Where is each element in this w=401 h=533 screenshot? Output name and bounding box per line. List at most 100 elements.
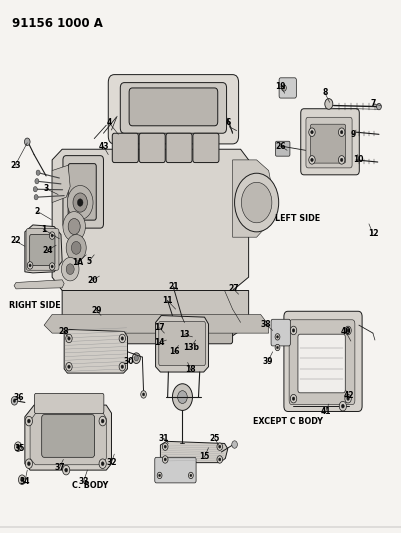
Circle shape <box>325 99 333 109</box>
Circle shape <box>29 264 31 267</box>
Circle shape <box>241 182 272 223</box>
FancyBboxPatch shape <box>301 109 359 175</box>
Circle shape <box>68 365 70 368</box>
Circle shape <box>275 344 280 351</box>
Text: 25: 25 <box>209 434 220 442</box>
Circle shape <box>142 393 145 396</box>
Text: RIGHT SIDE: RIGHT SIDE <box>9 301 61 310</box>
Circle shape <box>66 235 86 261</box>
Circle shape <box>14 442 22 451</box>
Text: 27: 27 <box>228 285 239 293</box>
Circle shape <box>77 199 83 206</box>
Text: 2: 2 <box>34 207 40 215</box>
Text: 43: 43 <box>98 142 109 150</box>
Text: 1A: 1A <box>73 258 84 266</box>
Polygon shape <box>14 280 64 289</box>
Text: 13b: 13b <box>183 343 199 352</box>
Circle shape <box>66 362 72 371</box>
FancyBboxPatch shape <box>112 133 138 163</box>
Text: EXCEPT C BODY: EXCEPT C BODY <box>253 417 323 426</box>
Circle shape <box>134 356 138 361</box>
Circle shape <box>18 475 26 484</box>
Circle shape <box>63 212 85 241</box>
Text: 11: 11 <box>162 296 173 305</box>
Circle shape <box>141 391 146 398</box>
Circle shape <box>101 419 104 423</box>
Circle shape <box>190 474 192 477</box>
Text: 29: 29 <box>91 306 101 314</box>
Polygon shape <box>160 441 228 463</box>
Circle shape <box>162 456 168 463</box>
Text: LEFT SIDE: LEFT SIDE <box>275 214 320 223</box>
Circle shape <box>63 465 70 475</box>
FancyBboxPatch shape <box>284 311 362 411</box>
FancyBboxPatch shape <box>139 133 165 163</box>
Polygon shape <box>52 165 70 203</box>
Circle shape <box>217 456 223 463</box>
Circle shape <box>13 399 16 402</box>
Text: 19: 19 <box>275 82 286 91</box>
FancyBboxPatch shape <box>271 319 290 346</box>
Text: 13: 13 <box>179 330 190 339</box>
FancyBboxPatch shape <box>159 321 205 366</box>
Circle shape <box>65 468 68 472</box>
Circle shape <box>232 441 237 448</box>
Circle shape <box>219 445 221 448</box>
Circle shape <box>27 262 33 269</box>
FancyBboxPatch shape <box>26 229 59 270</box>
Circle shape <box>290 394 297 403</box>
Circle shape <box>71 241 81 254</box>
Polygon shape <box>30 411 106 465</box>
Circle shape <box>119 334 126 343</box>
Polygon shape <box>44 314 269 333</box>
FancyBboxPatch shape <box>120 83 227 133</box>
Text: 8: 8 <box>322 88 328 97</box>
FancyBboxPatch shape <box>68 164 96 220</box>
Text: 20: 20 <box>87 276 97 285</box>
Circle shape <box>345 326 351 335</box>
Circle shape <box>121 365 124 368</box>
Circle shape <box>311 158 313 161</box>
Circle shape <box>25 459 32 469</box>
Circle shape <box>20 478 24 482</box>
Text: 5: 5 <box>87 257 91 265</box>
Circle shape <box>172 384 192 410</box>
Circle shape <box>73 193 87 212</box>
Circle shape <box>292 329 295 332</box>
Circle shape <box>164 458 166 461</box>
Circle shape <box>188 472 193 479</box>
FancyBboxPatch shape <box>34 393 104 414</box>
Circle shape <box>66 334 72 343</box>
Text: 1: 1 <box>41 225 46 233</box>
Circle shape <box>235 173 279 232</box>
Text: 28: 28 <box>58 327 69 336</box>
Circle shape <box>35 179 39 184</box>
Circle shape <box>292 397 295 400</box>
Polygon shape <box>156 316 209 372</box>
Text: 6: 6 <box>225 118 231 127</box>
Circle shape <box>282 85 286 91</box>
Circle shape <box>33 187 37 192</box>
FancyBboxPatch shape <box>289 320 355 405</box>
Circle shape <box>277 346 278 349</box>
Circle shape <box>164 445 166 448</box>
Circle shape <box>99 416 106 426</box>
Circle shape <box>277 336 278 338</box>
Polygon shape <box>25 225 62 273</box>
Circle shape <box>119 362 126 371</box>
Text: 41: 41 <box>320 407 331 416</box>
Circle shape <box>68 219 80 235</box>
Circle shape <box>309 128 315 136</box>
FancyBboxPatch shape <box>298 334 345 393</box>
Circle shape <box>309 156 315 164</box>
Circle shape <box>11 397 18 405</box>
FancyBboxPatch shape <box>279 78 296 98</box>
Circle shape <box>34 195 38 200</box>
Text: 15: 15 <box>199 453 210 461</box>
Circle shape <box>27 462 30 466</box>
FancyBboxPatch shape <box>310 124 346 163</box>
Circle shape <box>61 257 79 281</box>
Circle shape <box>162 443 168 450</box>
Text: 4: 4 <box>106 118 112 127</box>
Circle shape <box>67 185 93 220</box>
